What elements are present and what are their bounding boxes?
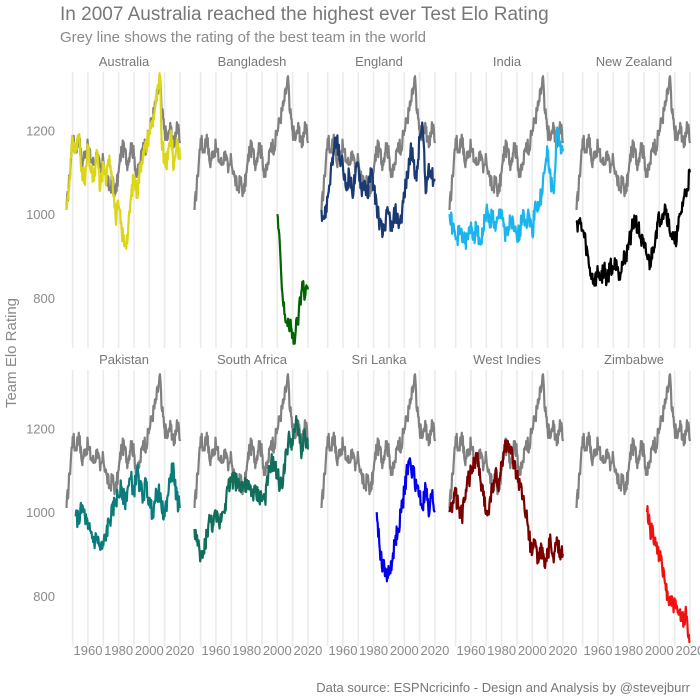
- strip-label-west-indies: West Indies: [473, 352, 541, 367]
- y-tick-label: 800: [33, 589, 55, 604]
- team-line-new-zealand: [575, 168, 691, 287]
- best-team-line: [575, 373, 691, 509]
- team-line-west-indies: [448, 439, 564, 570]
- y-tick-label: 1000: [26, 505, 55, 520]
- team-line-australia: [65, 72, 181, 250]
- x-tick-label: 2000: [390, 643, 419, 658]
- panel-sri-lanka: Sri Lanka: [320, 352, 436, 646]
- panel-south-africa: South Africa: [193, 352, 309, 646]
- team-line-india: [448, 126, 564, 250]
- strip-label-australia: Australia: [99, 54, 150, 69]
- chart-subtitle: Grey line shows the rating of the best t…: [60, 29, 426, 46]
- strip-label-pakistan: Pakistan: [99, 352, 149, 367]
- best-team-line: [193, 373, 309, 509]
- panel-bangladesh: Bangladesh: [193, 54, 309, 348]
- panel-india: India: [448, 54, 564, 348]
- y-tick-label: 1200: [26, 422, 55, 437]
- panel-west-indies: West Indies: [448, 352, 564, 646]
- x-tick-label: 2020: [293, 643, 322, 658]
- panel-new-zealand: New Zealand: [575, 54, 691, 348]
- x-tick-label: 2020: [420, 643, 449, 658]
- x-tick-label: 1980: [104, 643, 133, 658]
- y-tick-label: 1200: [26, 124, 55, 139]
- panel-australia: Australia: [65, 54, 181, 348]
- y-tick-label: 1000: [26, 207, 55, 222]
- x-tick-label: 2000: [135, 643, 164, 658]
- x-tick-label: 2000: [263, 643, 292, 658]
- x-tick-label: 1960: [584, 643, 613, 658]
- x-tick-label: 1980: [232, 643, 261, 658]
- x-tick-label: 2020: [165, 643, 194, 658]
- team-line-england: [320, 121, 436, 239]
- best-team-line: [193, 75, 309, 211]
- team-line-pakistan: [74, 462, 181, 551]
- strip-label-south-africa: South Africa: [217, 352, 288, 367]
- chart-caption: Data source: ESPNcricinfo - Design and A…: [316, 680, 690, 695]
- x-tick-label: 1960: [202, 643, 231, 658]
- panel-zimbabwe: Zimbabwe: [575, 352, 691, 646]
- y-axis-label: Team Elo Rating: [3, 298, 20, 408]
- team-line-zimbabwe: [645, 505, 691, 644]
- x-tick-label: 1960: [74, 643, 103, 658]
- strip-label-england: England: [355, 54, 403, 69]
- x-tick-label: 2000: [645, 643, 674, 658]
- x-tick-label: 2000: [518, 643, 547, 658]
- x-tick-label: 2020: [675, 643, 700, 658]
- x-tick-label: 1960: [457, 643, 486, 658]
- best-team-line: [320, 373, 436, 509]
- strip-label-india: India: [493, 54, 522, 69]
- panel-pakistan: Pakistan: [65, 352, 181, 646]
- chart-title: In 2007 Australia reached the highest ev…: [60, 4, 549, 25]
- strip-label-sri-lanka: Sri Lanka: [352, 352, 408, 367]
- x-tick-label: 1980: [359, 643, 388, 658]
- strip-label-bangladesh: Bangladesh: [218, 54, 287, 69]
- panel-england: England: [320, 54, 436, 348]
- best-team-line: [575, 75, 691, 211]
- best-team-line: [448, 373, 564, 509]
- strip-label-new-zealand: New Zealand: [596, 54, 673, 69]
- team-line-bangladesh: [276, 213, 309, 345]
- facet-panels: Australia Bangladesh England India New Zeala…: [26, 54, 700, 658]
- best-team-line: [448, 75, 564, 211]
- team-line-south-africa: [193, 415, 309, 563]
- x-tick-label: 2020: [548, 643, 577, 658]
- x-tick-label: 1980: [487, 643, 516, 658]
- team-line-sri-lanka: [375, 457, 436, 583]
- x-tick-label: 1960: [329, 643, 358, 658]
- strip-label-zimbabwe: Zimbabwe: [604, 352, 664, 367]
- x-tick-label: 1980: [614, 643, 643, 658]
- best-team-line: [65, 373, 181, 509]
- y-tick-label: 800: [33, 291, 55, 306]
